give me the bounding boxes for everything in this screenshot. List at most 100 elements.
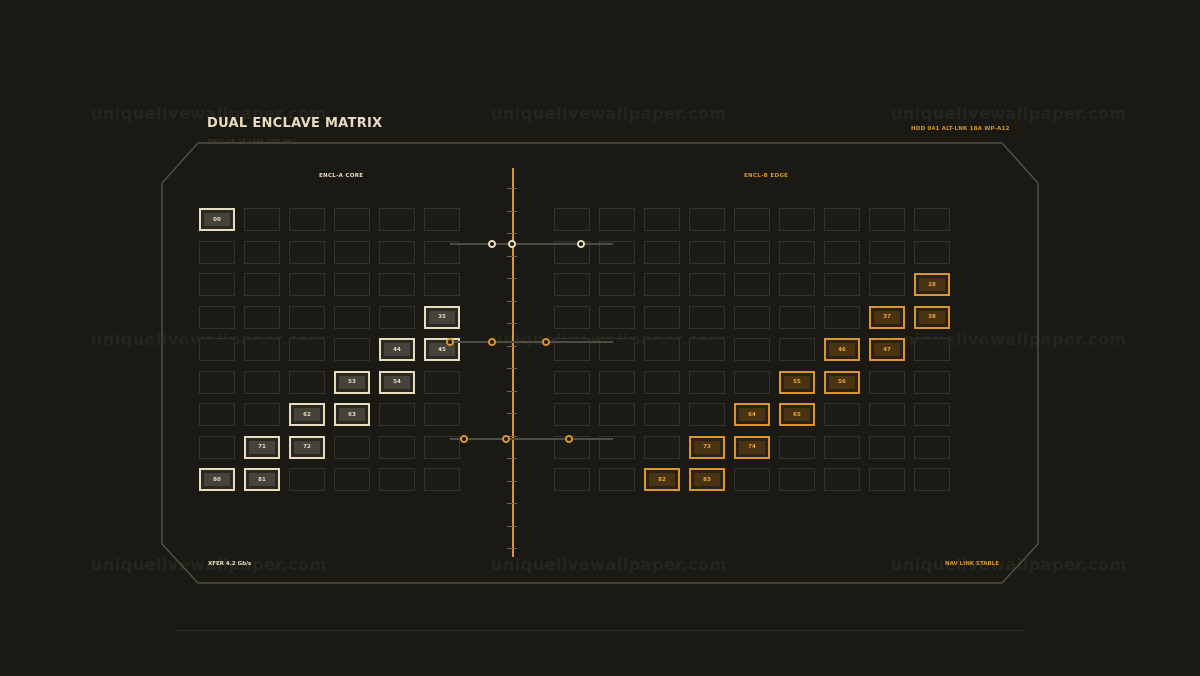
cell-empty[interactable] bbox=[554, 468, 590, 491]
cell-empty[interactable] bbox=[779, 305, 815, 329]
cell-empty[interactable] bbox=[199, 338, 235, 361]
cell-active[interactable]: 56 bbox=[824, 370, 860, 394]
cell-empty[interactable] bbox=[644, 208, 680, 231]
cell-empty[interactable] bbox=[869, 468, 905, 491]
cell-empty[interactable] bbox=[824, 208, 860, 231]
link-node[interactable] bbox=[488, 240, 496, 248]
cell-empty[interactable] bbox=[244, 403, 280, 426]
cell-empty[interactable] bbox=[334, 240, 370, 264]
cell-empty[interactable] bbox=[644, 403, 680, 426]
cell-empty[interactable] bbox=[554, 370, 590, 394]
cell-empty[interactable] bbox=[599, 403, 635, 426]
cell-empty[interactable] bbox=[869, 240, 905, 264]
cell-empty[interactable] bbox=[734, 305, 770, 329]
cell-empty[interactable] bbox=[689, 240, 725, 264]
cell-empty[interactable] bbox=[644, 240, 680, 264]
link-node[interactable] bbox=[488, 338, 496, 346]
cell-active[interactable]: 44 bbox=[379, 338, 415, 361]
cell-empty[interactable] bbox=[734, 240, 770, 264]
cell-empty[interactable] bbox=[379, 468, 415, 491]
link-node[interactable] bbox=[577, 240, 585, 248]
cell-empty[interactable] bbox=[824, 273, 860, 296]
cell-active[interactable]: 45 bbox=[424, 338, 460, 361]
cell-empty[interactable] bbox=[779, 273, 815, 296]
cell-empty[interactable] bbox=[824, 305, 860, 329]
cell-empty[interactable] bbox=[689, 305, 725, 329]
cell-empty[interactable] bbox=[914, 370, 950, 394]
cell-empty[interactable] bbox=[554, 338, 590, 361]
cell-empty[interactable] bbox=[779, 435, 815, 459]
cell-empty[interactable] bbox=[869, 435, 905, 459]
cell-active[interactable]: 00 bbox=[199, 208, 235, 231]
cell-empty[interactable] bbox=[644, 273, 680, 296]
cell-empty[interactable] bbox=[424, 370, 460, 394]
cell-empty[interactable] bbox=[914, 403, 950, 426]
cell-empty[interactable] bbox=[554, 208, 590, 231]
cell-empty[interactable] bbox=[379, 273, 415, 296]
cell-empty[interactable] bbox=[334, 208, 370, 231]
cell-empty[interactable] bbox=[334, 338, 370, 361]
cell-empty[interactable] bbox=[244, 208, 280, 231]
cell-empty[interactable] bbox=[644, 435, 680, 459]
cell-empty[interactable] bbox=[244, 305, 280, 329]
cell-empty[interactable] bbox=[424, 273, 460, 296]
cell-empty[interactable] bbox=[244, 240, 280, 264]
cell-active[interactable]: 73 bbox=[689, 435, 725, 459]
cell-active[interactable]: 83 bbox=[689, 468, 725, 491]
cell-empty[interactable] bbox=[289, 208, 325, 231]
cell-empty[interactable] bbox=[869, 370, 905, 394]
cell-empty[interactable] bbox=[379, 240, 415, 264]
cell-empty[interactable] bbox=[599, 305, 635, 329]
cell-active[interactable]: 47 bbox=[869, 338, 905, 361]
cell-empty[interactable] bbox=[289, 273, 325, 296]
cell-empty[interactable] bbox=[334, 468, 370, 491]
cell-empty[interactable] bbox=[824, 468, 860, 491]
cell-empty[interactable] bbox=[554, 273, 590, 296]
cell-empty[interactable] bbox=[689, 273, 725, 296]
cell-empty[interactable] bbox=[199, 370, 235, 394]
cell-empty[interactable] bbox=[379, 435, 415, 459]
cell-empty[interactable] bbox=[734, 273, 770, 296]
cell-empty[interactable] bbox=[379, 208, 415, 231]
cell-empty[interactable] bbox=[779, 468, 815, 491]
cell-empty[interactable] bbox=[199, 273, 235, 296]
cell-empty[interactable] bbox=[734, 338, 770, 361]
cell-empty[interactable] bbox=[644, 370, 680, 394]
cell-empty[interactable] bbox=[779, 240, 815, 264]
cell-empty[interactable] bbox=[914, 338, 950, 361]
cell-empty[interactable] bbox=[869, 208, 905, 231]
cell-empty[interactable] bbox=[334, 435, 370, 459]
cell-empty[interactable] bbox=[424, 240, 460, 264]
cell-empty[interactable] bbox=[554, 403, 590, 426]
cell-active[interactable]: 54 bbox=[379, 370, 415, 394]
link-node[interactable] bbox=[508, 240, 516, 248]
cell-empty[interactable] bbox=[599, 370, 635, 394]
cell-empty[interactable] bbox=[244, 338, 280, 361]
cell-empty[interactable] bbox=[554, 305, 590, 329]
cell-active[interactable]: 72 bbox=[289, 435, 325, 459]
cell-empty[interactable] bbox=[289, 370, 325, 394]
cell-empty[interactable] bbox=[599, 273, 635, 296]
cell-empty[interactable] bbox=[599, 468, 635, 491]
cell-empty[interactable] bbox=[599, 338, 635, 361]
cell-empty[interactable] bbox=[824, 240, 860, 264]
cell-empty[interactable] bbox=[379, 403, 415, 426]
cell-active[interactable]: 71 bbox=[244, 435, 280, 459]
cell-empty[interactable] bbox=[599, 240, 635, 264]
cell-empty[interactable] bbox=[779, 338, 815, 361]
cell-empty[interactable] bbox=[199, 305, 235, 329]
cell-empty[interactable] bbox=[334, 305, 370, 329]
cell-empty[interactable] bbox=[914, 208, 950, 231]
cell-empty[interactable] bbox=[289, 468, 325, 491]
link-node[interactable] bbox=[502, 435, 510, 443]
cell-active[interactable]: 35 bbox=[424, 305, 460, 329]
cell-empty[interactable] bbox=[824, 403, 860, 426]
cell-active[interactable]: 62 bbox=[289, 403, 325, 426]
cell-empty[interactable] bbox=[734, 208, 770, 231]
cell-active[interactable]: 46 bbox=[824, 338, 860, 361]
cell-empty[interactable] bbox=[644, 305, 680, 329]
cell-empty[interactable] bbox=[599, 208, 635, 231]
cell-empty[interactable] bbox=[644, 338, 680, 361]
cell-empty[interactable] bbox=[689, 370, 725, 394]
cell-empty[interactable] bbox=[244, 370, 280, 394]
